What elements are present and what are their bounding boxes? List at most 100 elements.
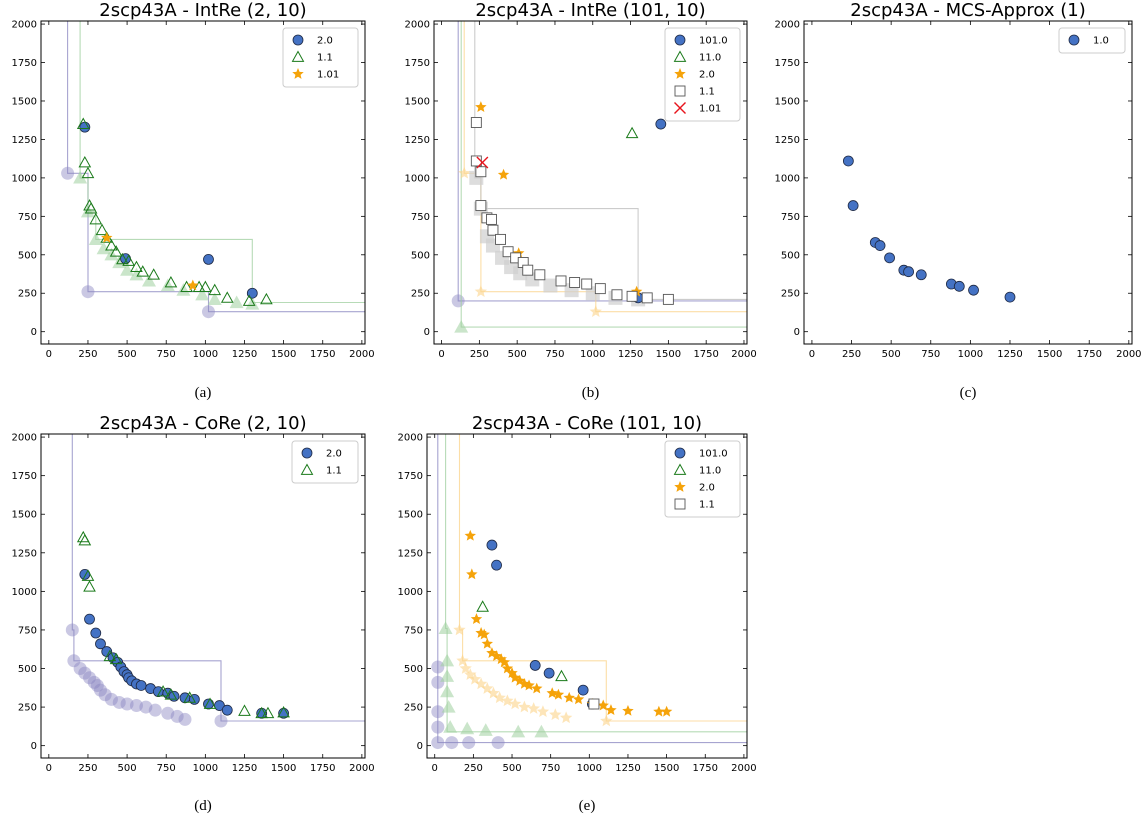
x-tick-label: 1000 — [958, 349, 983, 360]
data-point — [109, 245, 123, 257]
data-point — [531, 682, 543, 694]
x-tick-label: 1500 — [271, 763, 296, 774]
faded-point — [456, 654, 469, 667]
data-point — [953, 280, 965, 292]
faded-point — [129, 699, 143, 713]
y-tick-label: 1750 — [12, 58, 37, 69]
legend-entry: 1.01 — [699, 104, 721, 115]
x-tick-label: 500 — [508, 349, 527, 360]
faded-point — [508, 697, 522, 710]
data-point — [523, 679, 535, 691]
data-point — [1004, 291, 1016, 303]
faded-point — [440, 653, 455, 667]
data-point — [183, 691, 197, 703]
data-point — [187, 279, 199, 291]
data-point — [622, 704, 634, 716]
y-tick-label: 1750 — [12, 471, 37, 482]
y-tick-label: 2000 — [405, 20, 430, 31]
y-tick-label: 1250 — [12, 135, 37, 146]
y-tick-label: 1000 — [12, 587, 37, 598]
data-point — [475, 166, 487, 178]
y-tick-label: 250 — [781, 289, 800, 300]
y-tick-label: 2000 — [398, 433, 423, 444]
x-tick-label: 1250 — [232, 763, 257, 774]
faded-point — [65, 623, 79, 637]
data-point — [89, 212, 103, 225]
legend-entry: 1.1 — [699, 87, 715, 98]
frontier-line — [67, 21, 365, 313]
data-point — [136, 265, 150, 277]
faded-point — [549, 708, 562, 721]
legend-marker — [292, 34, 304, 46]
data-point — [847, 200, 859, 211]
data-point — [81, 569, 95, 581]
plot-frame — [40, 433, 366, 759]
faded-point — [129, 267, 144, 281]
x-tick-label: 1000 — [193, 349, 218, 360]
data-point — [466, 568, 478, 580]
x-tick-label: 1750 — [693, 349, 718, 360]
data-point — [478, 628, 490, 640]
y-tick-label: 1750 — [775, 58, 800, 69]
data-point — [534, 269, 546, 281]
x-tick-label: 500 — [118, 763, 137, 774]
x-tick-label: 750 — [157, 349, 176, 360]
faded-point — [80, 204, 95, 218]
data-point — [486, 213, 497, 225]
legend-entry: 1.1 — [326, 466, 342, 477]
y-tick-label: 1000 — [405, 173, 430, 184]
faded-point — [441, 700, 456, 713]
data-point — [242, 294, 256, 306]
x-tick-label: 1750 — [310, 763, 335, 774]
faded-point — [431, 720, 445, 734]
data-point — [255, 706, 269, 719]
faded-point — [445, 736, 459, 750]
data-point — [572, 693, 585, 705]
y-tick-label: 1250 — [405, 135, 430, 146]
data-point — [156, 685, 170, 697]
faded-point — [440, 669, 455, 682]
chart-title: 2scp43A - CoRe (101, 10) — [472, 413, 702, 434]
legend-marker — [292, 68, 304, 79]
data-point — [475, 200, 487, 212]
data-point — [569, 277, 581, 288]
data-point — [522, 264, 534, 276]
legend-marker — [673, 463, 687, 475]
faded-point — [214, 714, 228, 728]
faded-point — [559, 711, 573, 724]
data-point — [842, 155, 854, 167]
faded-point — [487, 686, 500, 699]
faded-point — [536, 705, 550, 717]
data-point — [662, 293, 674, 305]
legend-marker — [674, 34, 686, 46]
y-tick-label: 1000 — [398, 587, 423, 598]
y-tick-label: 1250 — [398, 548, 423, 559]
x-tick-label: 1750 — [310, 349, 335, 360]
faded-point — [207, 292, 222, 305]
y-tick-label: 1750 — [405, 58, 430, 69]
data-point — [78, 533, 92, 546]
faded-point — [454, 320, 469, 333]
legend-marker — [1068, 34, 1080, 46]
data-point — [641, 292, 653, 304]
data-point — [208, 283, 222, 296]
data-point — [495, 233, 506, 245]
legend-entry: 2.0 — [699, 483, 715, 494]
data-point — [501, 662, 514, 674]
faded-point — [453, 623, 466, 636]
x-tick-label: 1750 — [1076, 349, 1101, 360]
faded-point — [104, 692, 118, 706]
y-tick-label: 250 — [411, 289, 430, 300]
y-tick-label: 2000 — [12, 20, 37, 31]
legend: 1.0 — [1058, 27, 1126, 54]
y-tick-label: 500 — [781, 250, 800, 261]
chart-title: 2scp43A - CoRe (2, 10) — [99, 413, 306, 434]
data-point — [968, 284, 979, 296]
data-point — [84, 202, 98, 214]
faded-point — [176, 283, 191, 296]
data-point — [588, 698, 600, 710]
y-tick-label: 0 — [794, 327, 800, 338]
x-tick-label: 250 — [78, 349, 97, 360]
x-tick-label: 500 — [502, 763, 521, 774]
data-point — [192, 280, 206, 292]
